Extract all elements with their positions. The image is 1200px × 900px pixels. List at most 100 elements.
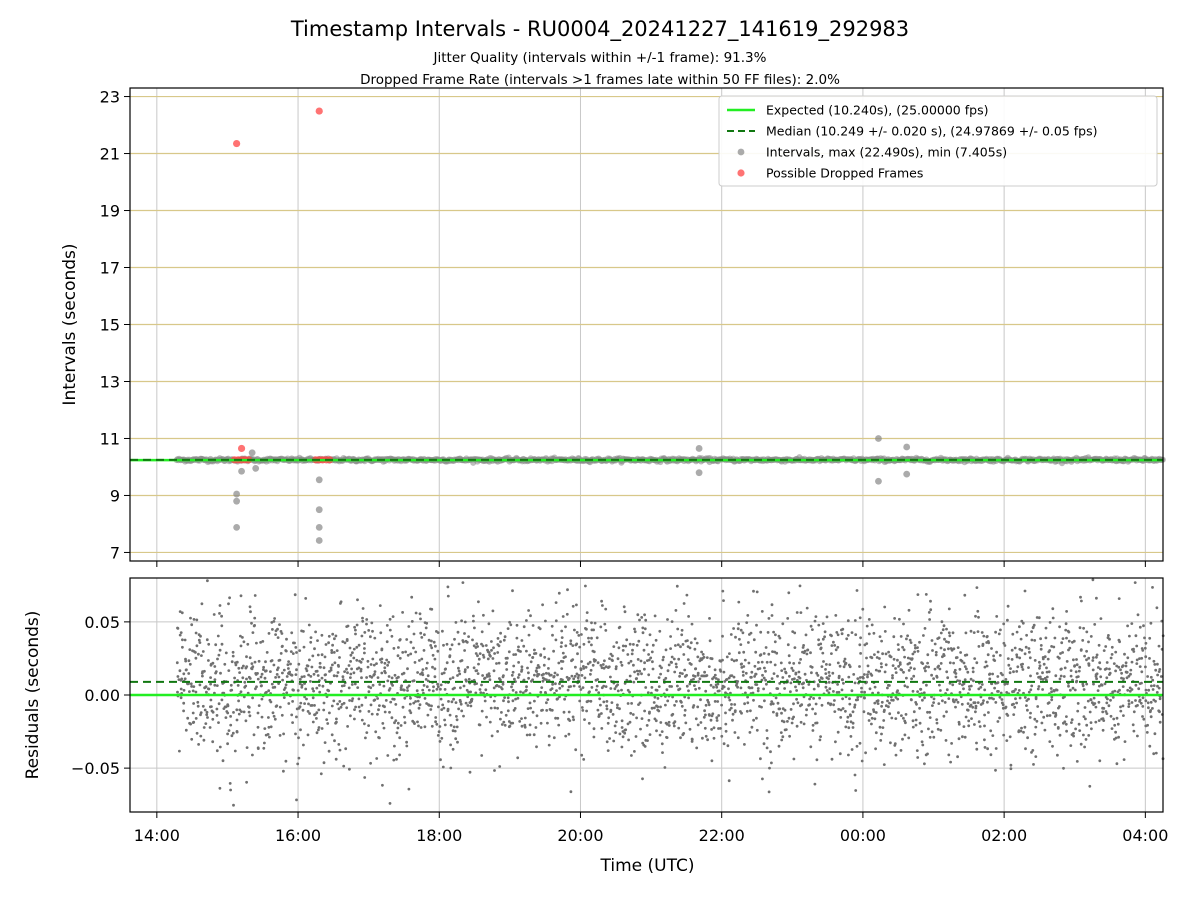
residual-point: [526, 707, 530, 710]
residual-point: [206, 687, 210, 691]
residual-point: [475, 669, 479, 672]
residual-point: [199, 634, 202, 638]
residual-point: [698, 677, 702, 681]
residual-point: [662, 655, 665, 659]
residual-point: [1108, 673, 1111, 676]
residual-point: [760, 610, 764, 613]
residual-point: [1038, 675, 1042, 679]
intervals-y-tick-label: 23: [100, 88, 120, 107]
residual-point: [901, 737, 904, 741]
residual-point: [894, 696, 898, 699]
residual-point: [185, 668, 188, 672]
residual-point: [327, 749, 331, 753]
residual-point: [888, 684, 891, 687]
residual-point: [449, 723, 453, 727]
residual-point: [926, 710, 929, 714]
residual-point: [1062, 675, 1066, 678]
residual-point: [227, 602, 230, 606]
residual-point: [230, 734, 234, 738]
residual-point: [663, 766, 667, 769]
residual-point: [655, 688, 659, 692]
residual-point: [366, 665, 370, 669]
residual-point: [685, 593, 689, 597]
residual-point: [1069, 669, 1073, 672]
residual-point: [848, 713, 852, 717]
residual-point: [216, 634, 220, 638]
residual-point: [465, 640, 469, 644]
residual-point: [1053, 636, 1057, 640]
residual-point: [983, 724, 986, 728]
residual-point: [414, 650, 418, 654]
residual-point: [841, 707, 845, 710]
residual-point: [1083, 654, 1086, 658]
residual-point: [688, 682, 692, 686]
residual-point: [964, 715, 968, 719]
residual-point: [656, 697, 660, 700]
residual-point: [489, 706, 493, 710]
residual-point: [523, 723, 527, 727]
residual-point: [242, 710, 246, 714]
residual-point: [591, 663, 595, 667]
residual-point: [916, 646, 919, 649]
residual-point: [316, 653, 320, 657]
residual-point: [413, 722, 416, 725]
residual-point: [925, 683, 928, 687]
residual-point: [809, 745, 813, 749]
residual-point: [818, 696, 821, 700]
residual-point: [346, 624, 350, 628]
residual-point: [1119, 705, 1122, 709]
residual-point: [427, 638, 431, 642]
residual-point: [973, 657, 977, 660]
residual-point: [639, 727, 642, 731]
interval-outlier-point: [238, 467, 245, 475]
residual-point: [1047, 701, 1051, 704]
residual-point: [357, 643, 361, 647]
residual-point: [347, 686, 351, 690]
residual-point: [1109, 656, 1113, 660]
residual-point: [814, 615, 818, 618]
residual-point: [841, 627, 845, 631]
residual-point: [629, 659, 633, 663]
residual-point: [385, 624, 389, 627]
residual-point: [674, 644, 677, 647]
residual-point: [1065, 610, 1068, 613]
residual-point: [543, 655, 547, 659]
residual-point: [490, 640, 493, 643]
residual-point: [939, 631, 943, 635]
residual-point: [790, 721, 794, 725]
residual-point: [1034, 755, 1038, 758]
residual-point: [287, 667, 290, 670]
residual-point: [572, 684, 576, 688]
residual-point: [926, 752, 929, 756]
residual-point: [337, 743, 341, 746]
residual-point: [541, 679, 545, 683]
residual-point: [387, 675, 391, 678]
residual-point: [1072, 639, 1076, 643]
residual-point: [616, 657, 620, 661]
residual-point: [736, 627, 740, 631]
residual-point: [493, 769, 496, 772]
residual-point: [1108, 637, 1111, 641]
residual-point: [927, 727, 930, 731]
residual-point: [821, 637, 825, 641]
residual-point: [517, 645, 520, 649]
residual-point: [220, 642, 224, 646]
residual-point: [311, 654, 315, 658]
residual-point: [239, 634, 242, 638]
residual-point: [729, 706, 733, 710]
residual-point: [557, 661, 561, 665]
residual-point: [1081, 682, 1085, 686]
residual-point: [446, 707, 450, 711]
residual-point: [244, 684, 248, 688]
residual-point: [985, 664, 989, 668]
residual-point: [1059, 652, 1062, 655]
residual-point: [449, 766, 453, 770]
residual-point: [755, 590, 759, 594]
residual-point: [537, 665, 541, 669]
residual-point: [476, 645, 479, 648]
residual-point: [1144, 641, 1148, 645]
residual-point: [745, 621, 749, 624]
residual-point: [335, 717, 338, 721]
residual-point: [469, 690, 472, 694]
